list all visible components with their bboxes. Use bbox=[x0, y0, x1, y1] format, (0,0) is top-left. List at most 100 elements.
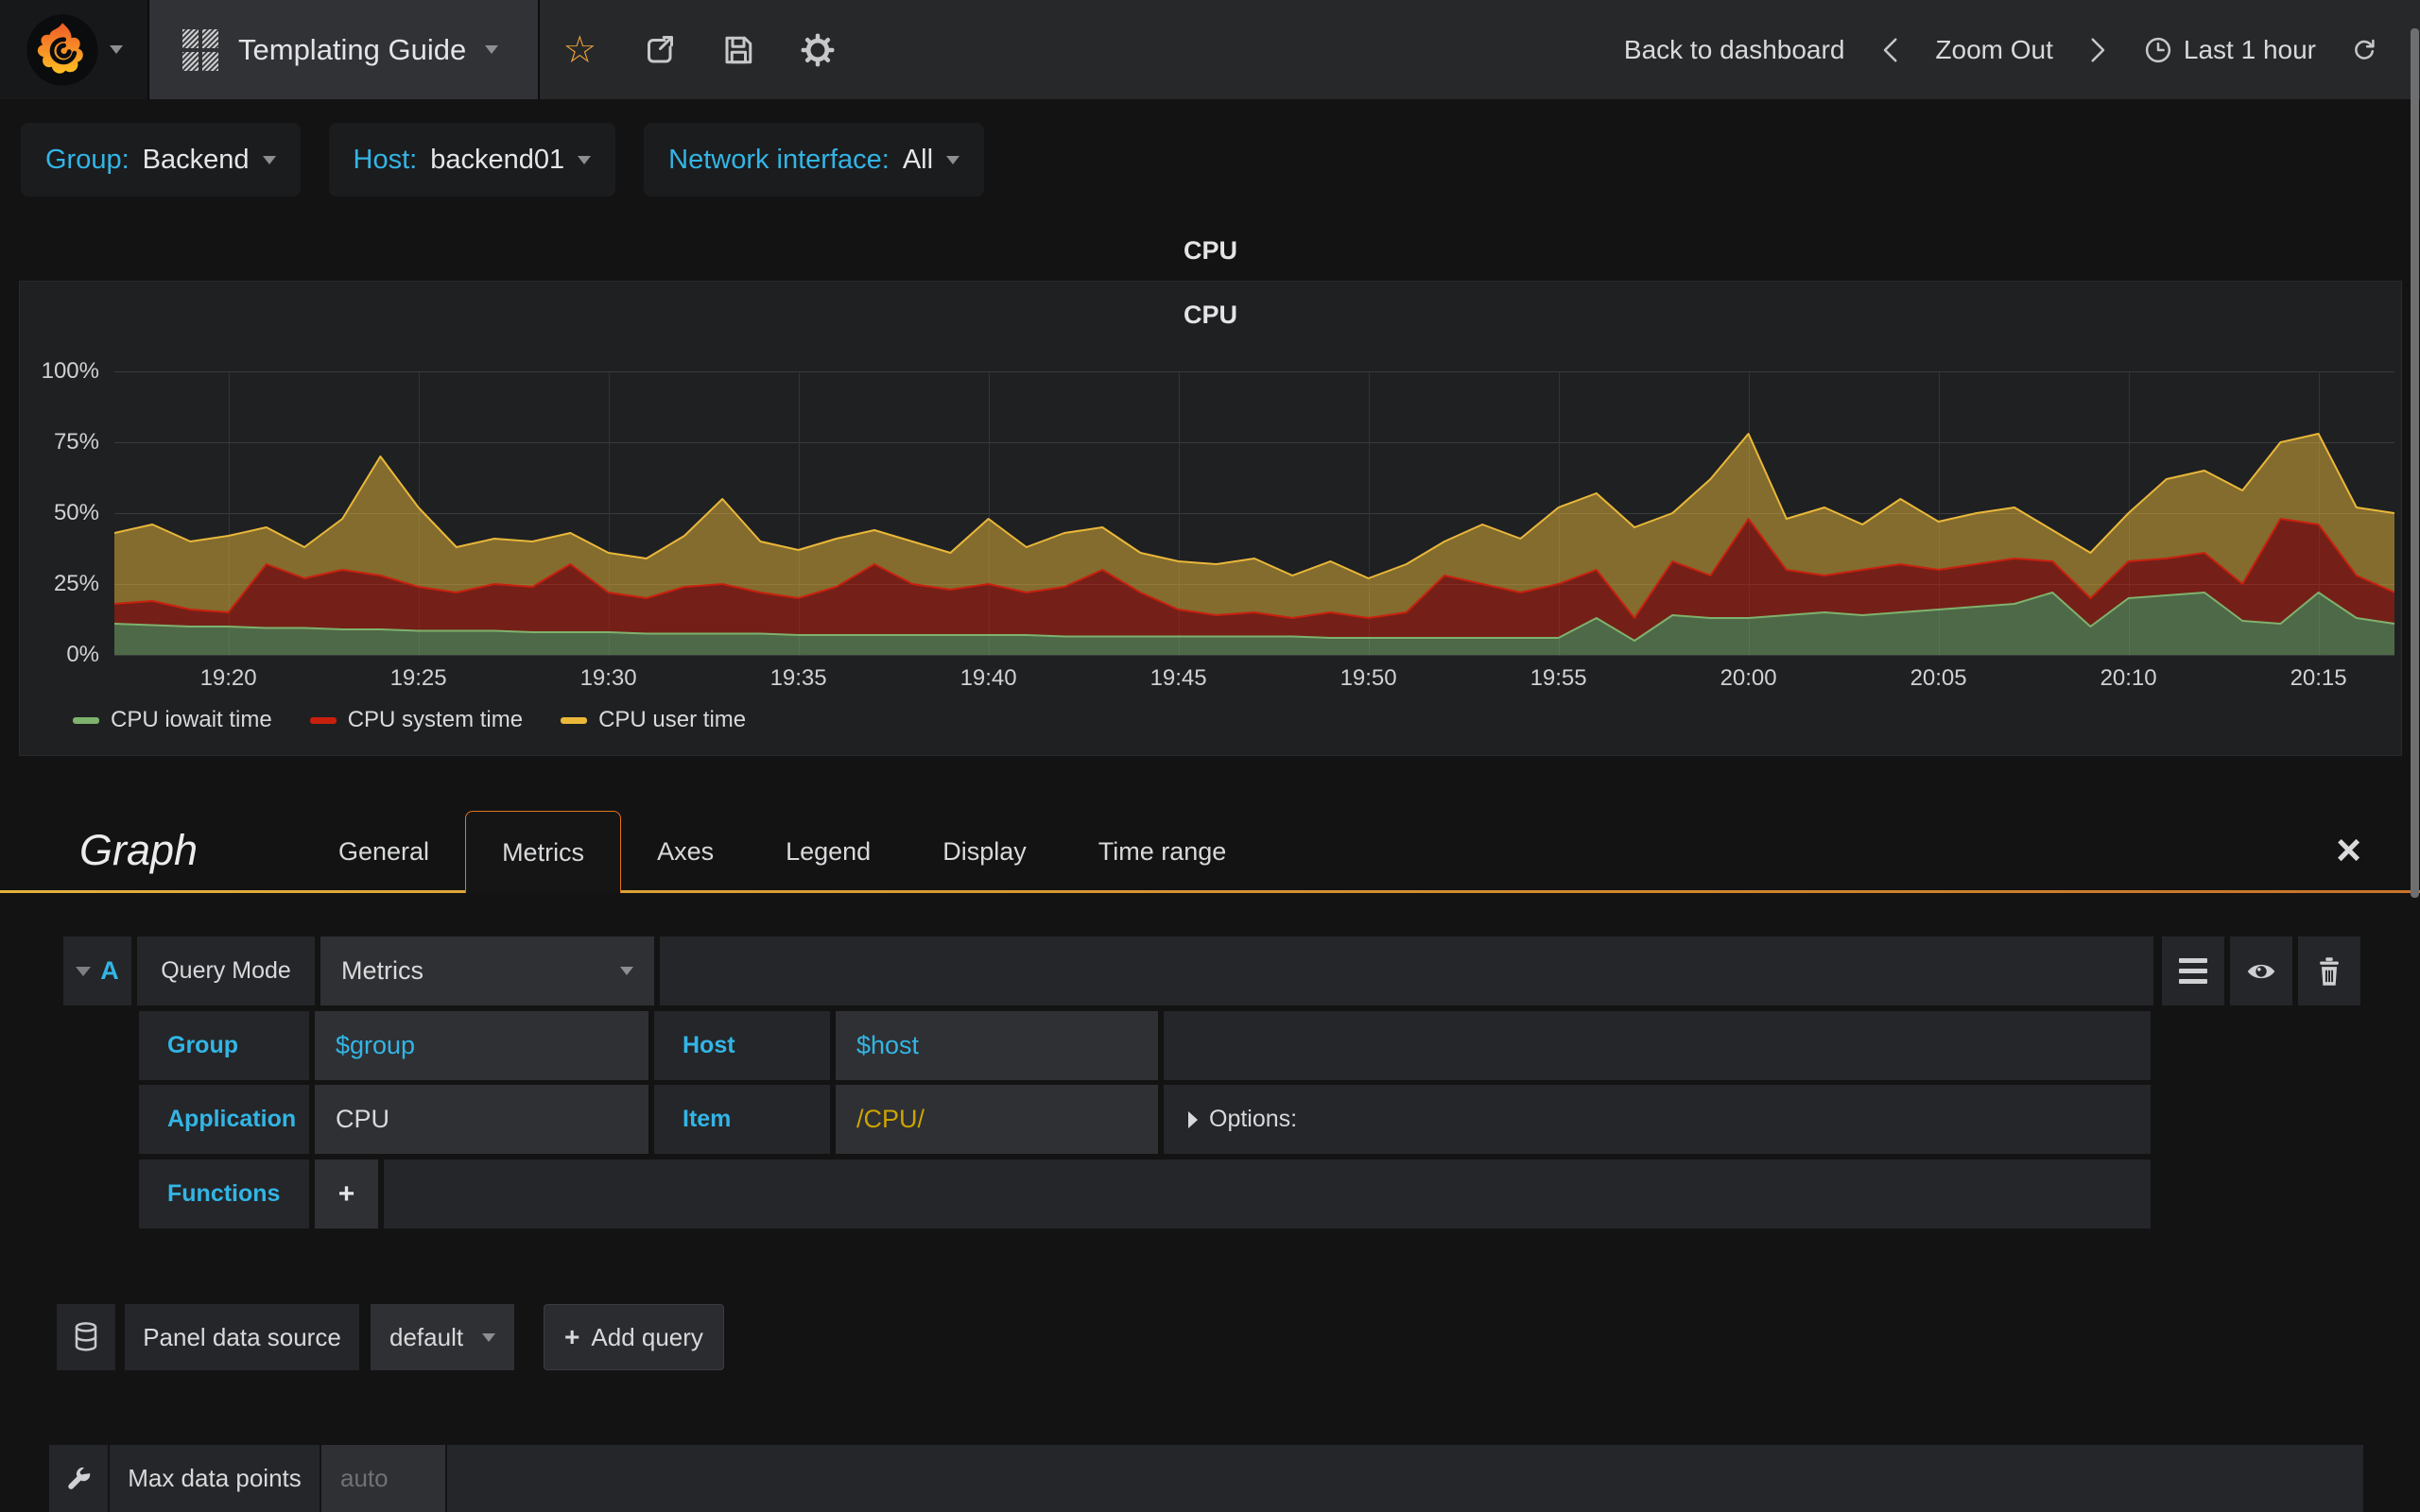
tab-metrics[interactable]: Metrics bbox=[465, 811, 622, 893]
x-tick-label: 20:15 bbox=[2290, 665, 2347, 691]
x-tick-label: 19:45 bbox=[1150, 665, 1207, 691]
max-data-points-label-cell: Max data points bbox=[110, 1445, 320, 1512]
collapse-caret-icon bbox=[76, 966, 92, 976]
share-icon bbox=[648, 35, 674, 62]
application-field-input[interactable]: CPU bbox=[315, 1085, 648, 1154]
x-tick-label: 19:55 bbox=[1530, 665, 1587, 691]
grafana-logo-menu[interactable] bbox=[0, 0, 149, 99]
group-field-input[interactable]: $group bbox=[315, 1011, 648, 1080]
chevron-down-icon bbox=[946, 155, 960, 164]
add-function-button[interactable]: + bbox=[315, 1160, 378, 1228]
y-gridline bbox=[114, 442, 2394, 443]
back-to-dashboard-button[interactable]: Back to dashboard bbox=[1623, 34, 1845, 64]
legend-item[interactable]: CPU system time bbox=[309, 707, 524, 733]
x-tick-label: 20:05 bbox=[1910, 665, 1967, 691]
tab-time-range[interactable]: Time range bbox=[1098, 837, 1227, 866]
legend-label: CPU system time bbox=[347, 707, 524, 732]
template-variables: Group: Backend Host: backend01 Network i… bbox=[21, 123, 985, 197]
star-button[interactable]: ☆ bbox=[540, 31, 619, 69]
y-gridline bbox=[114, 655, 2394, 656]
application-field-label: Application bbox=[139, 1085, 309, 1154]
datasource-row: Panel data source default + Add query bbox=[57, 1304, 724, 1370]
save-icon bbox=[725, 36, 752, 63]
y-gridline bbox=[114, 513, 2394, 514]
legend-item[interactable]: CPU iowait time bbox=[73, 707, 272, 733]
y-tick-label: 0% bbox=[66, 642, 99, 667]
zoom-out-button[interactable]: Zoom Out bbox=[1935, 34, 2053, 64]
chevron-down-icon bbox=[262, 155, 276, 164]
close-editor-button[interactable]: × bbox=[2336, 825, 2361, 874]
variable-group[interactable]: Group: Backend bbox=[21, 123, 301, 197]
query-mode-dropdown[interactable]: Metrics bbox=[320, 936, 654, 1005]
query-row-filler bbox=[660, 936, 2153, 1005]
x-tick-label: 19:35 bbox=[769, 665, 827, 691]
x-gridline bbox=[1178, 371, 1180, 655]
panel-editor-header: Graph General Metrics Axes Legend Displa… bbox=[0, 811, 2420, 893]
options-toggle[interactable]: Options: bbox=[1164, 1085, 2151, 1154]
menu-icon bbox=[2179, 958, 2207, 984]
x-tick-label: 19:50 bbox=[1340, 665, 1397, 691]
star-icon: ☆ bbox=[562, 28, 597, 71]
y-tick-label: 25% bbox=[53, 571, 99, 596]
max-data-points-input[interactable] bbox=[321, 1445, 445, 1512]
variable-label: Network interface: bbox=[668, 144, 890, 175]
tab-general[interactable]: General bbox=[338, 837, 430, 866]
dashboard-title: Templating Guide bbox=[238, 32, 467, 66]
add-query-button[interactable]: + Add query bbox=[544, 1304, 724, 1370]
variable-network-interface[interactable]: Network interface: All bbox=[644, 123, 985, 197]
x-tick-label: 19:20 bbox=[199, 665, 257, 691]
plot-area[interactable] bbox=[114, 371, 2394, 656]
share-button[interactable] bbox=[619, 33, 699, 67]
query-menu-button[interactable] bbox=[2162, 936, 2224, 1005]
query-row-filler bbox=[1164, 1011, 2151, 1080]
host-field-input[interactable]: $host bbox=[836, 1011, 1158, 1080]
group-field-label: Group bbox=[139, 1011, 309, 1080]
plus-icon: + bbox=[564, 1322, 580, 1351]
x-axis: 19:20 19:25 19:30 19:35 19:40 19:45 19:50 19:55… bbox=[114, 665, 2394, 697]
legend-label: CPU user time bbox=[598, 707, 747, 732]
tab-axes[interactable]: Axes bbox=[657, 837, 715, 866]
time-picker-button[interactable]: Last 1 hour bbox=[2144, 35, 2316, 65]
x-tick-label: 19:30 bbox=[579, 665, 637, 691]
editor-section-title: Graph bbox=[79, 826, 199, 874]
tab-legend[interactable]: Legend bbox=[786, 837, 872, 866]
legend-swatch bbox=[73, 716, 99, 724]
legend-item[interactable]: CPU user time bbox=[561, 707, 746, 733]
wrench-icon bbox=[68, 1467, 91, 1489]
legend-label: CPU iowait time bbox=[111, 707, 272, 732]
item-field-input[interactable]: /CPU/ bbox=[836, 1085, 1158, 1154]
variable-value: backend01 bbox=[430, 144, 565, 175]
chart-title: CPU bbox=[1183, 301, 1237, 329]
query-row-application-item: Application CPU Item /CPU/ Options: bbox=[139, 1085, 2151, 1154]
x-gridline bbox=[798, 371, 800, 655]
chevron-left-icon[interactable] bbox=[1878, 36, 1901, 64]
query-delete-button[interactable] bbox=[2298, 936, 2360, 1005]
cpu-graph-panel: CPU 0% 25% 50% 75% 100% 19:20 19:25 19:30 19:35… bbox=[19, 281, 2402, 756]
query-toggle-visibility-button[interactable] bbox=[2230, 936, 2292, 1005]
chevron-down-icon bbox=[620, 967, 633, 975]
save-button[interactable] bbox=[699, 33, 778, 67]
host-field-label: Host bbox=[654, 1011, 830, 1080]
variable-host[interactable]: Host: backend01 bbox=[328, 123, 616, 197]
gear-icon bbox=[801, 33, 835, 66]
panel-header-title[interactable]: CPU bbox=[1183, 236, 1237, 265]
datasource-icon-cell bbox=[57, 1304, 115, 1370]
chevron-right-icon[interactable] bbox=[2087, 36, 2110, 64]
y-gridline bbox=[114, 371, 2394, 372]
grafana-logo-icon bbox=[26, 13, 98, 86]
query-mode-label: Query Mode bbox=[137, 936, 315, 1005]
settings-button[interactable] bbox=[778, 32, 857, 68]
query-collapse-toggle[interactable]: A bbox=[63, 936, 131, 1005]
y-axis: 0% 25% 50% 75% 100% bbox=[20, 358, 99, 667]
refresh-icon[interactable] bbox=[2350, 36, 2378, 64]
x-tick-label: 20:10 bbox=[2100, 665, 2157, 691]
chevron-down-icon bbox=[482, 1332, 495, 1342]
tab-display[interactable]: Display bbox=[942, 837, 1027, 866]
scrollbar-thumb[interactable] bbox=[2411, 28, 2419, 898]
chevron-down-icon bbox=[578, 155, 592, 164]
dashboard-title-menu[interactable]: Templating Guide bbox=[149, 0, 541, 99]
query-ref-letter: A bbox=[100, 956, 119, 985]
datasource-dropdown[interactable]: default bbox=[371, 1304, 514, 1370]
y-tick-label: 50% bbox=[53, 500, 99, 525]
database-icon bbox=[75, 1322, 97, 1351]
